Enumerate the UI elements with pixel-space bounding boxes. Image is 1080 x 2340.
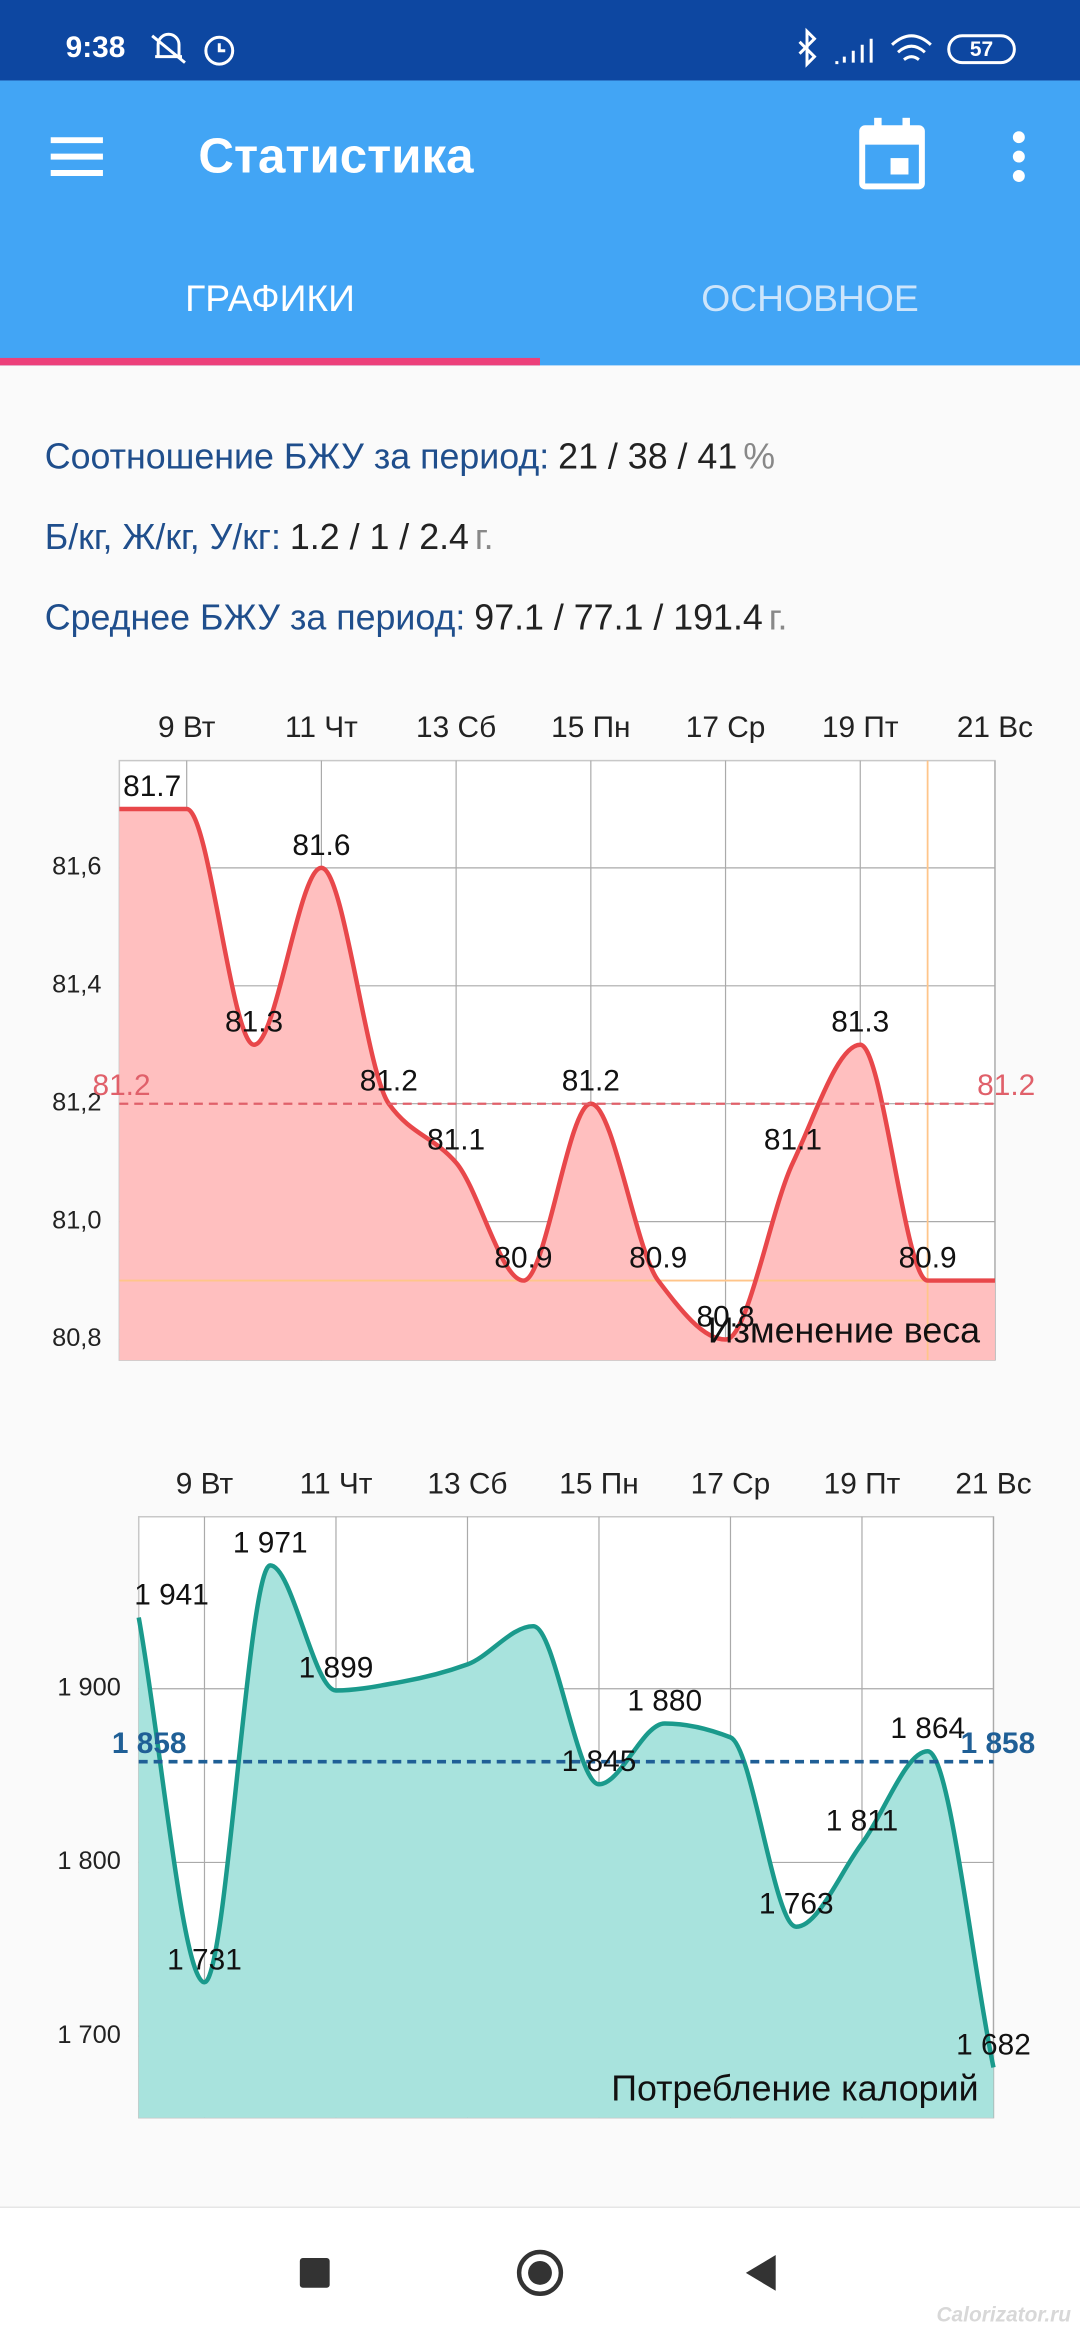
data-label: 1 941 [134,1578,209,1611]
watermark: Calorizator.ru [936,2304,1071,2327]
x-tick-label: 21 Вс [957,711,1033,744]
home-dot [528,2260,552,2285]
x-tick-label: 21 Вс [955,1467,1031,1500]
x-tick-label: 13 Сб [416,711,496,744]
y-tick-label: 1 700 [57,2021,120,2049]
more-button[interactable] [1012,131,1025,182]
y-tick-label: 80,8 [52,1324,101,1352]
alarm-hands [217,43,226,53]
battery-level: 57 [970,38,993,61]
wifi-icon [891,34,932,61]
back-button[interactable] [745,2254,776,2291]
summary-unit: % [743,437,775,477]
calendar-day [890,158,909,175]
x-tick-label: 17 Ср [686,711,766,744]
summary-unit: г. [475,517,494,557]
app-title: Статистика [198,129,474,184]
tab-indicator [0,357,540,366]
area [138,1565,994,2118]
status-icons [151,27,1016,68]
x-tick-label: 15 Пн [551,711,630,744]
data-label: 81.3 [831,1006,889,1039]
tab-active[interactable]: ГРАФИКИ [185,277,355,319]
data-label: 81.2 [360,1065,418,1098]
x-tick-label: 9 Вт [158,711,216,744]
average-label: 81.2 [977,1069,1035,1102]
data-label: 1 880 [627,1684,702,1717]
signal-icon [835,38,873,65]
mute-icon [151,32,186,64]
tab[interactable]: ОСНОВНОЕ [701,277,918,319]
status-bar [0,0,1080,81]
x-tick-label: 19 Пт [822,711,899,744]
data-label: 81.6 [292,829,350,862]
summary-line: Соотношение БЖУ за период: 21 / 38 / 41% [45,437,775,477]
line [136,1563,996,2068]
data-label: 1 971 [233,1526,308,1559]
battery-icon [947,34,1016,65]
data-label: 81.7 [123,770,181,803]
data-label: 1 899 [299,1651,374,1684]
data-label: 1 682 [956,2028,1031,2061]
dot [1012,131,1025,144]
data-label: 80.9 [494,1242,552,1275]
dot [1012,170,1025,182]
menu-button[interactable] [50,137,103,176]
data-label: 80.9 [629,1242,687,1275]
home-button[interactable] [516,2249,564,2297]
x-tick-label: 17 Ср [691,1467,771,1500]
y-tick-label: 1 900 [57,1673,120,1701]
status-time: 9:38 [66,31,126,64]
alarm-icon [204,35,235,66]
area [119,808,995,1361]
data-label: 1 864 [890,1712,965,1745]
chart-title: Изменение веса [708,1311,980,1351]
data-label: 80.8 [697,1301,755,1334]
data-label: 81.3 [225,1006,283,1039]
summary-line: Среднее БЖУ за период: 97.1 / 77.1 / 191.… [45,598,788,638]
bluetooth-icon [798,27,817,68]
y-tick-label: 81,4 [52,971,101,999]
average-label: 81.2 [92,1069,150,1102]
line [119,806,995,1342]
x-tick-label: 15 Пн [559,1467,638,1500]
data-label: 80.9 [899,1242,957,1275]
average-label: 1 858 [961,1727,1036,1760]
dot [1012,150,1025,163]
summary-label: Б/кг, Ж/кг, У/кг: [45,517,281,557]
app-bar [0,80,1080,366]
recents-button[interactable] [299,2257,330,2288]
summary-value: 21 / 38 / 41 [558,437,737,477]
data-label: 1 731 [167,1943,242,1976]
summary-label: Соотношение БЖУ за период: [45,437,549,477]
x-tick-label: 19 Пт [824,1467,901,1500]
calendar-ring [874,117,882,133]
summary-unit: г. [769,598,788,638]
data-label: 81.1 [764,1124,822,1157]
data-label: 81.1 [427,1124,485,1157]
chart-title: Потребление калорий [611,2068,978,2108]
data-label: 1 763 [759,1888,834,1921]
x-tick-label: 11 Чт [300,1467,373,1500]
calendar-ring [902,117,910,133]
summary-value: 1.2 / 1 / 2.4 [290,517,469,557]
y-tick-label: 81,6 [52,853,101,881]
data-label: 1 811 [826,1804,898,1837]
data-label: 81.2 [562,1065,620,1098]
calendar-button[interactable] [859,117,925,190]
summary-value: 97.1 / 77.1 / 191.4 [474,598,763,638]
data-label: 1 845 [562,1745,637,1778]
average-label: 1 858 [112,1727,187,1760]
x-tick-label: 9 Вт [176,1467,234,1500]
summary-label: Среднее БЖУ за период: [45,598,466,638]
x-tick-label: 13 Сб [427,1467,507,1500]
x-tick-label: 11 Чт [285,711,358,744]
summary-line: Б/кг, Ж/кг, У/кг: 1.2 / 1 / 2.4 г. [45,517,494,557]
y-tick-label: 81,0 [52,1206,101,1234]
y-tick-label: 1 800 [57,1847,120,1875]
y-tick-label: 81,2 [52,1088,101,1116]
